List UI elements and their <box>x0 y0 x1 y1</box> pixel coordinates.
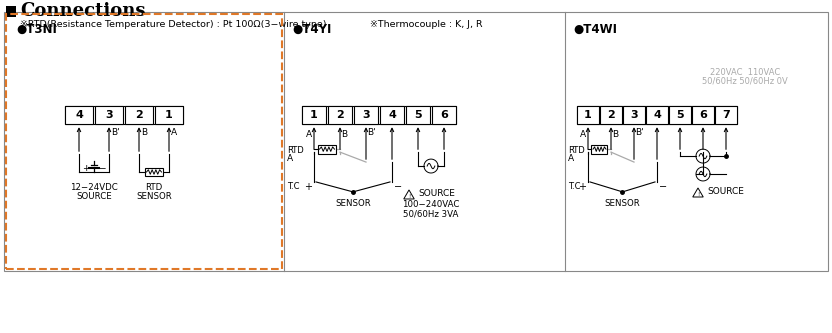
Text: 12−24VDC: 12−24VDC <box>70 183 118 192</box>
Text: A: A <box>171 128 177 137</box>
Text: !: ! <box>408 194 410 199</box>
Bar <box>646 107 668 124</box>
Text: ●T3NI: ●T3NI <box>16 22 57 35</box>
Bar <box>577 107 737 124</box>
Text: +: + <box>82 164 90 172</box>
Text: RTD: RTD <box>146 183 162 192</box>
Text: +: + <box>304 182 312 192</box>
Polygon shape <box>693 188 703 197</box>
Text: 4: 4 <box>75 110 83 120</box>
Bar <box>328 107 352 124</box>
Bar <box>380 107 404 124</box>
Polygon shape <box>404 190 414 199</box>
Text: 3: 3 <box>630 110 638 120</box>
Text: T.C: T.C <box>287 182 300 191</box>
Text: 5: 5 <box>414 110 422 120</box>
Text: B: B <box>141 128 147 137</box>
Text: T.C: T.C <box>568 182 581 191</box>
Text: 2: 2 <box>607 110 615 120</box>
Bar <box>623 107 645 124</box>
Bar <box>302 107 456 124</box>
Bar <box>692 107 714 124</box>
Text: 3: 3 <box>105 110 113 120</box>
Bar <box>715 107 737 124</box>
Text: ※RTD(Resistance Temperature Detector) : Pt 100Ω(3−wire type): ※RTD(Resistance Temperature Detector) : … <box>20 20 326 29</box>
Bar <box>65 107 183 124</box>
Text: ※Thermocouple : K, J, R: ※Thermocouple : K, J, R <box>370 20 483 29</box>
Text: 2: 2 <box>135 110 143 120</box>
Text: ●T4YI: ●T4YI <box>292 22 331 35</box>
Text: SENSOR: SENSOR <box>605 199 641 208</box>
Text: B: B <box>341 130 347 139</box>
Text: 1: 1 <box>165 110 173 120</box>
Text: 2: 2 <box>336 110 344 120</box>
Bar <box>577 107 599 124</box>
Bar <box>592 145 607 154</box>
Text: 6: 6 <box>440 110 448 120</box>
Text: 5: 5 <box>676 110 684 120</box>
Bar <box>302 107 326 124</box>
Bar <box>318 145 336 154</box>
Text: A: A <box>306 130 312 139</box>
Text: !: ! <box>697 192 699 197</box>
Text: ●T4WI: ●T4WI <box>573 22 617 35</box>
Text: 50/60Hz 3VA: 50/60Hz 3VA <box>404 209 458 218</box>
Text: 4: 4 <box>388 110 396 120</box>
Text: SOURCE: SOURCE <box>76 192 111 201</box>
Text: 6: 6 <box>699 110 707 120</box>
Text: B: B <box>612 130 618 139</box>
Text: −: − <box>394 182 402 192</box>
Bar <box>155 107 183 124</box>
Text: 220VAC  110VAC: 220VAC 110VAC <box>710 68 780 77</box>
Text: RTD: RTD <box>568 146 585 155</box>
Text: SENSOR: SENSOR <box>335 199 371 208</box>
Text: +: + <box>578 182 586 192</box>
Bar <box>65 107 93 124</box>
Text: B': B' <box>367 128 375 137</box>
Bar <box>95 107 123 124</box>
Bar <box>354 107 378 124</box>
Text: SOURCE: SOURCE <box>418 189 455 198</box>
Text: 1: 1 <box>584 110 592 120</box>
Text: A: A <box>580 130 586 139</box>
Text: Connections: Connections <box>20 2 146 20</box>
Bar <box>125 107 153 124</box>
Text: A: A <box>287 154 293 163</box>
Text: −: − <box>659 182 667 192</box>
Text: −: − <box>98 164 106 172</box>
Bar <box>145 167 163 176</box>
Text: RTD: RTD <box>287 146 304 155</box>
Bar <box>669 107 691 124</box>
Text: 7: 7 <box>722 110 730 120</box>
Text: 100−240VAC: 100−240VAC <box>403 200 460 209</box>
Text: A: A <box>568 154 574 163</box>
Bar <box>4 12 828 271</box>
Text: B': B' <box>111 128 120 137</box>
Bar <box>600 107 622 124</box>
Bar <box>6 6 16 17</box>
Text: SENSOR: SENSOR <box>136 192 172 201</box>
Text: 50/60Hz 50/60Hz 0V: 50/60Hz 50/60Hz 0V <box>702 76 788 85</box>
Text: 4: 4 <box>653 110 661 120</box>
Text: 1: 1 <box>310 110 318 120</box>
Text: SOURCE: SOURCE <box>707 187 744 196</box>
Bar <box>406 107 430 124</box>
Text: 3: 3 <box>362 110 369 120</box>
Bar <box>432 107 456 124</box>
Bar <box>6 14 282 269</box>
Text: B': B' <box>635 128 644 137</box>
